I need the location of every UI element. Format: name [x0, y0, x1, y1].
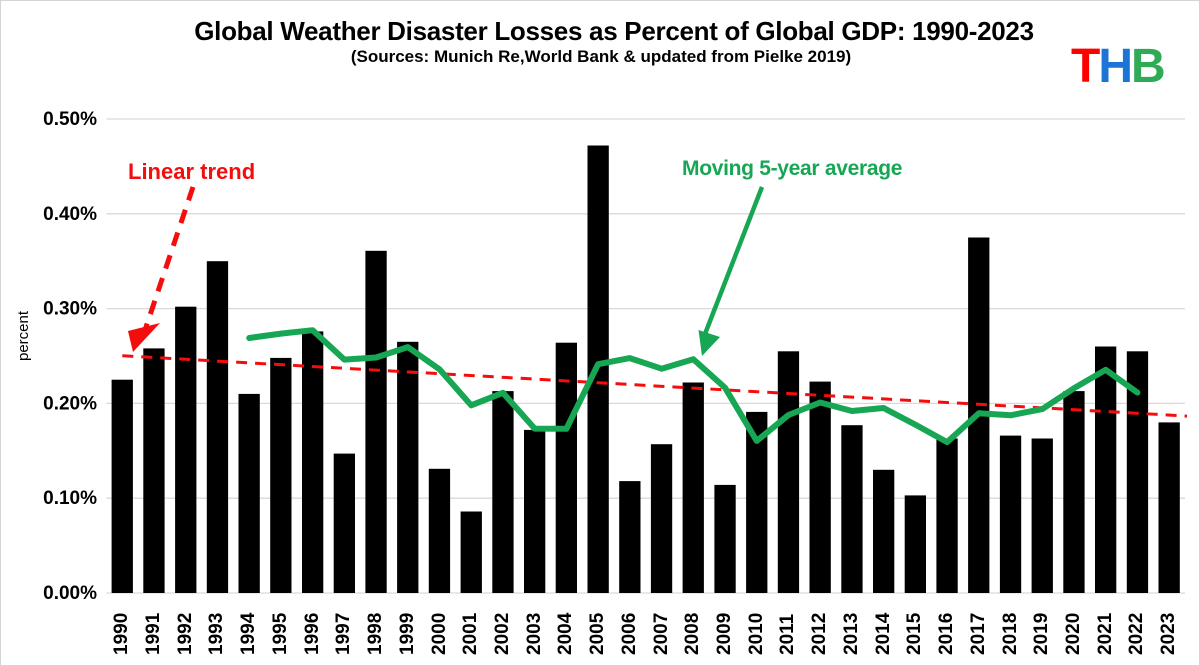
svg-text:0.20%: 0.20% — [43, 393, 97, 414]
svg-text:0.50%: 0.50% — [43, 109, 97, 130]
svg-text:0.10%: 0.10% — [43, 488, 97, 509]
svg-text:0.30%: 0.30% — [43, 299, 97, 320]
svg-text:0.40%: 0.40% — [43, 204, 97, 225]
svg-text:0.00%: 0.00% — [43, 583, 97, 604]
